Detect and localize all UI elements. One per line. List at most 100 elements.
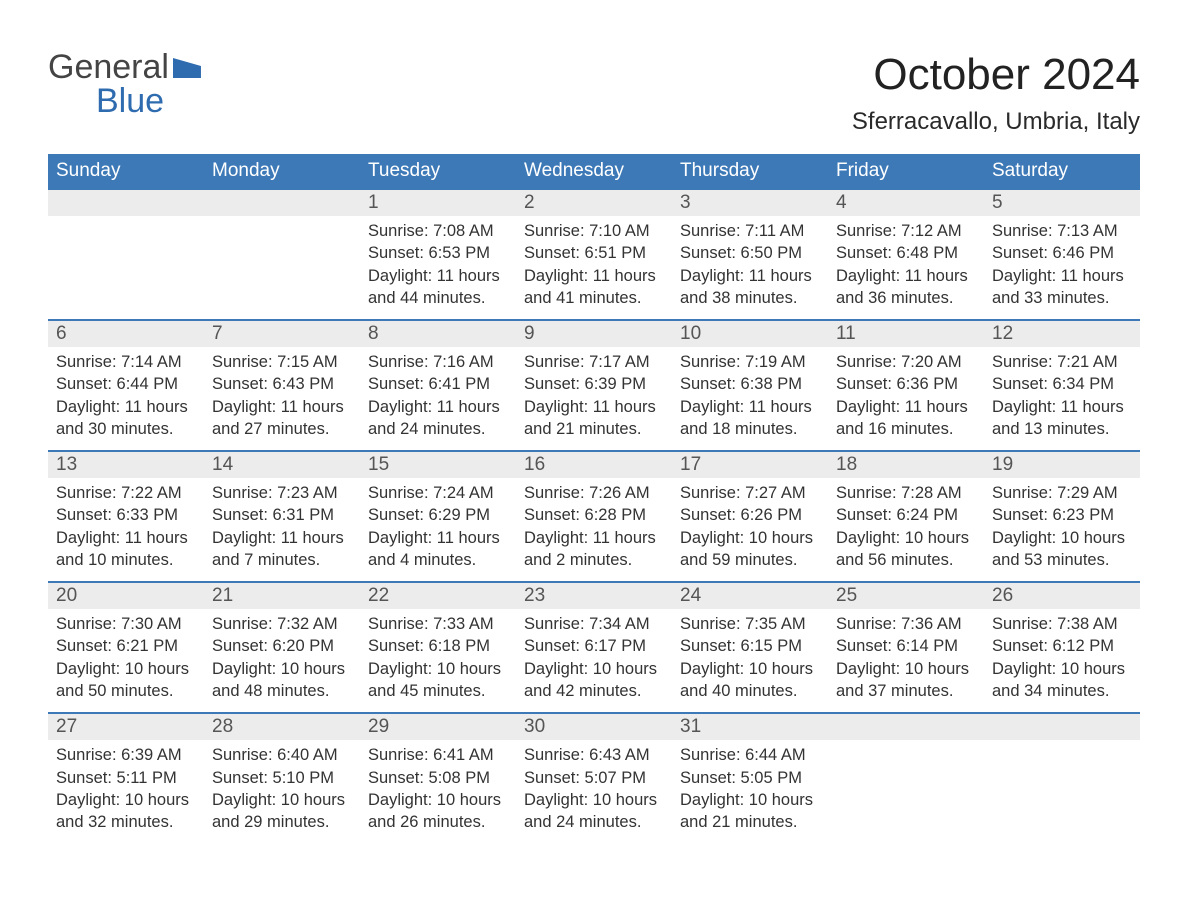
weekday-header: Sunday	[48, 154, 204, 188]
daylight-text: Daylight: 10 hours and 40 minutes.	[680, 658, 820, 703]
day-number: 11	[828, 321, 984, 347]
day-number: 2	[516, 190, 672, 216]
sunrise-text: Sunrise: 7:34 AM	[524, 613, 664, 635]
sunrise-text: Sunrise: 7:26 AM	[524, 482, 664, 504]
page-header: General Blue October 2024 Sferracavallo,…	[48, 50, 1140, 136]
daylight-text: Daylight: 10 hours and 37 minutes.	[836, 658, 976, 703]
day-number: 24	[672, 583, 828, 609]
day-cell: Sunrise: 7:11 AMSunset: 6:50 PMDaylight:…	[672, 216, 828, 319]
day-cell: Sunrise: 7:27 AMSunset: 6:26 PMDaylight:…	[672, 478, 828, 581]
daybody-strip: Sunrise: 7:14 AMSunset: 6:44 PMDaylight:…	[48, 347, 1140, 450]
daylight-text: Daylight: 10 hours and 32 minutes.	[56, 789, 196, 834]
daylight-text: Daylight: 11 hours and 4 minutes.	[368, 527, 508, 572]
calendar-week: 13141516171819Sunrise: 7:22 AMSunset: 6:…	[48, 450, 1140, 581]
day-cell: Sunrise: 7:33 AMSunset: 6:18 PMDaylight:…	[360, 609, 516, 712]
daynum-strip: 20212223242526	[48, 583, 1140, 609]
daylight-text: Daylight: 10 hours and 59 minutes.	[680, 527, 820, 572]
sunrise-text: Sunrise: 7:16 AM	[368, 351, 508, 373]
sunrise-text: Sunrise: 7:19 AM	[680, 351, 820, 373]
day-cell: Sunrise: 7:23 AMSunset: 6:31 PMDaylight:…	[204, 478, 360, 581]
day-cell: Sunrise: 6:43 AMSunset: 5:07 PMDaylight:…	[516, 740, 672, 843]
sunrise-text: Sunrise: 7:20 AM	[836, 351, 976, 373]
day-number: 20	[48, 583, 204, 609]
day-number: 26	[984, 583, 1140, 609]
weekday-header: Tuesday	[360, 154, 516, 188]
daylight-text: Daylight: 11 hours and 10 minutes.	[56, 527, 196, 572]
day-cell: Sunrise: 6:44 AMSunset: 5:05 PMDaylight:…	[672, 740, 828, 843]
sunset-text: Sunset: 6:43 PM	[212, 373, 352, 395]
brand-logo: General Blue	[48, 50, 201, 118]
day-number: 28	[204, 714, 360, 740]
daybody-strip: Sunrise: 7:08 AMSunset: 6:53 PMDaylight:…	[48, 216, 1140, 319]
sunrise-text: Sunrise: 7:12 AM	[836, 220, 976, 242]
sunset-text: Sunset: 6:33 PM	[56, 504, 196, 526]
day-cell: Sunrise: 7:34 AMSunset: 6:17 PMDaylight:…	[516, 609, 672, 712]
day-cell: Sunrise: 7:38 AMSunset: 6:12 PMDaylight:…	[984, 609, 1140, 712]
calendar-week: 20212223242526Sunrise: 7:30 AMSunset: 6:…	[48, 581, 1140, 712]
daylight-text: Daylight: 11 hours and 18 minutes.	[680, 396, 820, 441]
day-cell: Sunrise: 7:20 AMSunset: 6:36 PMDaylight:…	[828, 347, 984, 450]
sunrise-text: Sunrise: 7:08 AM	[368, 220, 508, 242]
day-cell: Sunrise: 6:40 AMSunset: 5:10 PMDaylight:…	[204, 740, 360, 843]
daylight-text: Daylight: 11 hours and 36 minutes.	[836, 265, 976, 310]
day-number: 15	[360, 452, 516, 478]
sunset-text: Sunset: 6:31 PM	[212, 504, 352, 526]
day-cell: Sunrise: 7:15 AMSunset: 6:43 PMDaylight:…	[204, 347, 360, 450]
day-cell: Sunrise: 7:30 AMSunset: 6:21 PMDaylight:…	[48, 609, 204, 712]
sunset-text: Sunset: 5:07 PM	[524, 767, 664, 789]
day-number: 13	[48, 452, 204, 478]
sunrise-text: Sunrise: 7:11 AM	[680, 220, 820, 242]
sunrise-text: Sunrise: 6:39 AM	[56, 744, 196, 766]
daylight-text: Daylight: 11 hours and 13 minutes.	[992, 396, 1132, 441]
daynum-strip: 2728293031	[48, 714, 1140, 740]
sunrise-text: Sunrise: 7:13 AM	[992, 220, 1132, 242]
daylight-text: Daylight: 11 hours and 41 minutes.	[524, 265, 664, 310]
sunrise-text: Sunrise: 7:27 AM	[680, 482, 820, 504]
day-number: 6	[48, 321, 204, 347]
sunrise-text: Sunrise: 7:29 AM	[992, 482, 1132, 504]
day-number: 16	[516, 452, 672, 478]
sunset-text: Sunset: 6:12 PM	[992, 635, 1132, 657]
daylight-text: Daylight: 11 hours and 44 minutes.	[368, 265, 508, 310]
sunrise-text: Sunrise: 7:33 AM	[368, 613, 508, 635]
sunset-text: Sunset: 6:50 PM	[680, 242, 820, 264]
sunset-text: Sunset: 5:11 PM	[56, 767, 196, 789]
day-cell: Sunrise: 7:24 AMSunset: 6:29 PMDaylight:…	[360, 478, 516, 581]
daybody-strip: Sunrise: 7:30 AMSunset: 6:21 PM Daylight:…	[48, 609, 1140, 712]
daylight-text: Daylight: 11 hours and 7 minutes.	[212, 527, 352, 572]
daybody-strip: Sunrise: 7:22 AMSunset: 6:33 PMDaylight:…	[48, 478, 1140, 581]
sunrise-text: Sunrise: 7:32 AM	[212, 613, 352, 635]
day-number	[204, 190, 360, 216]
sunrise-text: Sunrise: 6:43 AM	[524, 744, 664, 766]
day-number: 27	[48, 714, 204, 740]
sunset-text: Sunset: 6:26 PM	[680, 504, 820, 526]
weekday-header: Friday	[828, 154, 984, 188]
day-cell: Sunrise: 7:36 AMSunset: 6:14 PMDaylight:…	[828, 609, 984, 712]
sunset-text: Sunset: 6:14 PM	[836, 635, 976, 657]
day-number: 12	[984, 321, 1140, 347]
day-cell: Sunrise: 7:32 AMSunset: 6:20 PMDaylight:…	[204, 609, 360, 712]
sunset-text: Sunset: 5:10 PM	[212, 767, 352, 789]
day-number: 29	[360, 714, 516, 740]
day-cell: Sunrise: 7:35 AMSunset: 6:15 PMDaylight:…	[672, 609, 828, 712]
sunset-text: Sunset: 6:21 PM	[56, 635, 196, 657]
daynum-strip: 6789101112	[48, 321, 1140, 347]
daybody-strip: Sunrise: 6:39 AMSunset: 5:11 PMDaylight:…	[48, 740, 1140, 843]
sunset-text: Sunset: 6:39 PM	[524, 373, 664, 395]
day-cell	[204, 216, 360, 319]
daylight-text: Daylight: 11 hours and 33 minutes.	[992, 265, 1132, 310]
sunset-text: Sunset: 6:28 PM	[524, 504, 664, 526]
day-number: 19	[984, 452, 1140, 478]
brand-top-row: General	[48, 50, 201, 84]
day-number: 21	[204, 583, 360, 609]
daylight-text: Daylight: 10 hours and 21 minutes.	[680, 789, 820, 834]
sunset-text: Sunset: 6:46 PM	[992, 242, 1132, 264]
day-number: 1	[360, 190, 516, 216]
day-number	[984, 714, 1140, 740]
sunrise-text: Sunrise: 7:30 AM	[56, 613, 196, 635]
day-number	[828, 714, 984, 740]
day-number: 10	[672, 321, 828, 347]
calendar-week: 12345Sunrise: 7:08 AMSunset: 6:53 PMDayl…	[48, 188, 1140, 319]
daylight-text: Daylight: 10 hours and 29 minutes.	[212, 789, 352, 834]
sunrise-text: Sunrise: 7:14 AM	[56, 351, 196, 373]
